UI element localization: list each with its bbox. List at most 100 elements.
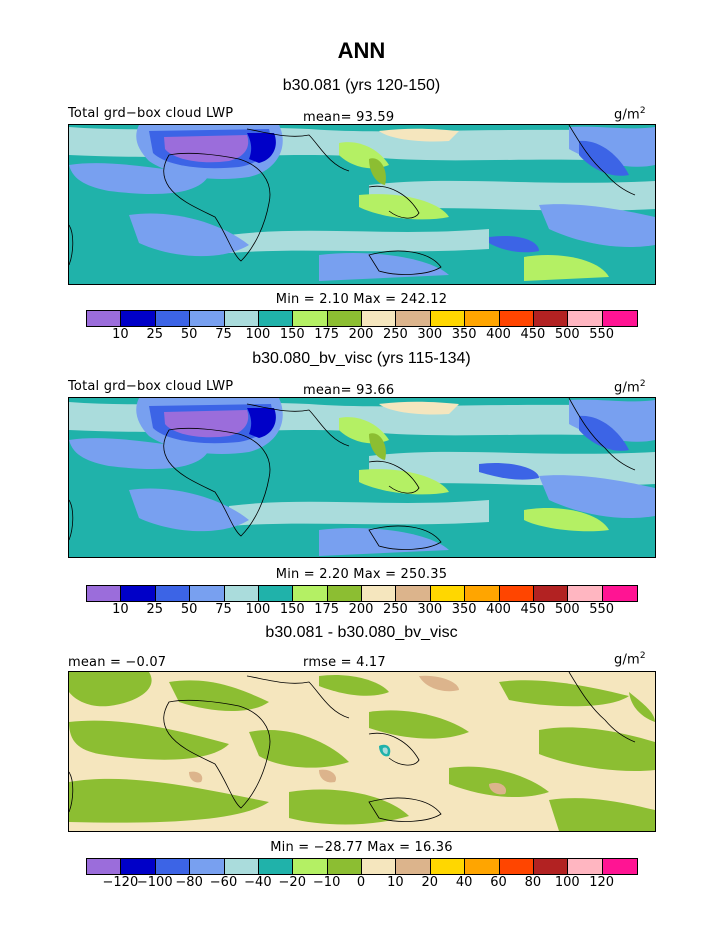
colorbar-swatch xyxy=(258,859,294,874)
colorbar-tick-label: 40 xyxy=(455,875,473,890)
panel-2-units: g/m2 xyxy=(614,379,646,396)
colorbar-swatch xyxy=(362,586,397,601)
colorbar-tick-label: 400 xyxy=(486,602,511,617)
colorbar-tick-label: 175 xyxy=(314,327,340,342)
colorbar-swatch xyxy=(155,311,191,326)
colorbar-tick-label: 20 xyxy=(421,875,439,890)
colorbar-tick-label: 10 xyxy=(387,875,404,890)
colorbar-swatch xyxy=(258,586,294,601)
colorbar-swatch xyxy=(87,859,122,874)
colorbar-tick-label: 100 xyxy=(554,875,580,890)
colorbar-tick-label: −10 xyxy=(312,875,341,890)
colorbar-swatch xyxy=(87,586,122,601)
panel-2-variable-label: Total grd−box cloud LWP xyxy=(68,379,234,394)
colorbar-swatch xyxy=(430,859,466,874)
figure-title: ANN xyxy=(337,38,386,63)
colorbar-tick-label: 350 xyxy=(451,602,477,617)
colorbar-swatch xyxy=(155,859,191,874)
colorbar-swatch xyxy=(568,586,603,601)
colorbar-swatch xyxy=(190,311,225,326)
colorbar-swatch xyxy=(533,586,569,601)
panel-3-rmse-label: rmse = 4.17 xyxy=(303,655,386,670)
colorbar-tick-label: 550 xyxy=(589,602,615,617)
colorbar-tick-label: 10 xyxy=(112,602,129,617)
colorbar-swatch xyxy=(293,859,328,874)
colorbar-tick-label: 150 xyxy=(279,327,305,342)
colorbar-tick-label: 75 xyxy=(215,327,232,342)
colorbar-swatch xyxy=(430,586,466,601)
colorbar-tick-label: 120 xyxy=(589,875,615,890)
colorbar-swatch xyxy=(155,586,191,601)
colorbar-swatch xyxy=(568,859,603,874)
colorbar-tick-label: −60 xyxy=(209,875,238,890)
panel-1-minmax: Min = 2.10 Max = 242.12 xyxy=(275,292,448,307)
colorbar-swatch xyxy=(121,311,156,326)
colorbar-tick-label: 80 xyxy=(524,875,542,890)
colorbar-tick-label: 100 xyxy=(245,327,271,342)
panel-1-mean-label: mean= 93.59 xyxy=(303,110,395,125)
colorbar-tick-label: 250 xyxy=(382,602,408,617)
colorbar-tick-label: 350 xyxy=(451,327,477,342)
colorbar-tick-label: 10 xyxy=(112,327,129,342)
colorbar-swatch xyxy=(602,859,637,874)
panel-3-mean-label: mean = −0.07 xyxy=(68,655,167,670)
colorbar-tick-label: 150 xyxy=(279,602,305,617)
colorbar-swatch xyxy=(121,586,156,601)
colorbar-swatch xyxy=(327,859,362,874)
colorbar-tick-label: 50 xyxy=(180,327,198,342)
colorbar-swatch xyxy=(224,859,259,874)
colorbar-tick-label: 300 xyxy=(417,327,443,342)
colorbar-swatch xyxy=(327,311,362,326)
colorbar-swatch xyxy=(465,311,500,326)
panel-2-minmax: Min = 2.20 Max = 250.35 xyxy=(275,567,448,582)
panel-3-minmax: Min = −28.77 Max = 16.36 xyxy=(270,840,453,855)
colorbar-swatch xyxy=(327,586,362,601)
colorbar-swatch xyxy=(533,859,569,874)
colorbar-tick-label: 200 xyxy=(348,327,374,342)
colorbar-tick-label: −80 xyxy=(175,875,203,890)
colorbar-tick-label: −120 xyxy=(102,875,139,890)
panel-2-colorbar xyxy=(86,585,638,602)
panel-3-units: g/m2 xyxy=(614,651,646,668)
colorbar-tick-label: 550 xyxy=(589,327,615,342)
panel-3-colorbar-ticks: −120 −100 −80 −60 −40 −20 −10 0 10 20 40 60 80 100 120 xyxy=(86,875,638,891)
colorbar-swatch xyxy=(396,586,431,601)
colorbar-swatch xyxy=(190,859,225,874)
colorbar-swatch xyxy=(362,859,397,874)
colorbar-tick-label: 250 xyxy=(382,327,408,342)
colorbar-swatch xyxy=(121,859,156,874)
colorbar-tick-label: 400 xyxy=(486,327,511,342)
colorbar-swatch xyxy=(499,586,534,601)
colorbar-tick-label: 450 xyxy=(520,327,546,342)
colorbar-swatch xyxy=(533,311,569,326)
colorbar-tick-label: −40 xyxy=(244,875,272,890)
colorbar-tick-label: 500 xyxy=(554,327,580,342)
panel-1-colorbar xyxy=(86,310,638,327)
panel-3-colorbar xyxy=(86,858,638,875)
colorbar-swatch xyxy=(430,311,466,326)
colorbar-swatch xyxy=(87,311,122,326)
colorbar-tick-label: 300 xyxy=(417,602,443,617)
colorbar-swatch xyxy=(499,859,534,874)
colorbar-tick-label: 100 xyxy=(245,602,271,617)
panel-2-colorbar-ticks: 10 25 50 75 100 150 175 200 250 300 350 400 450 500 55… xyxy=(86,602,638,618)
colorbar-tick-label: 0 xyxy=(356,875,366,890)
colorbar-swatch xyxy=(293,586,328,601)
colorbar-tick-label: 200 xyxy=(348,602,374,617)
colorbar-swatch xyxy=(362,311,397,326)
colorbar-tick-label: −20 xyxy=(278,875,306,890)
panel-1-subtitle: b30.081 (yrs 120-150) xyxy=(282,77,441,94)
colorbar-swatch xyxy=(258,311,294,326)
colorbar-tick-label: 500 xyxy=(554,602,580,617)
colorbar-swatch xyxy=(465,859,500,874)
colorbar-tick-label: 450 xyxy=(520,602,546,617)
colorbar-swatch xyxy=(190,586,225,601)
panel-3-subtitle: b30.081 - b30.080_bv_visc xyxy=(265,624,458,641)
colorbar-swatch xyxy=(499,311,534,326)
colorbar-tick-label: −100 xyxy=(136,875,173,890)
colorbar-tick-label: 50 xyxy=(180,602,198,617)
colorbar-tick-label: 25 xyxy=(146,327,164,342)
panel-1-map xyxy=(68,124,656,285)
colorbar-swatch xyxy=(224,311,259,326)
colorbar-tick-label: 175 xyxy=(314,602,340,617)
